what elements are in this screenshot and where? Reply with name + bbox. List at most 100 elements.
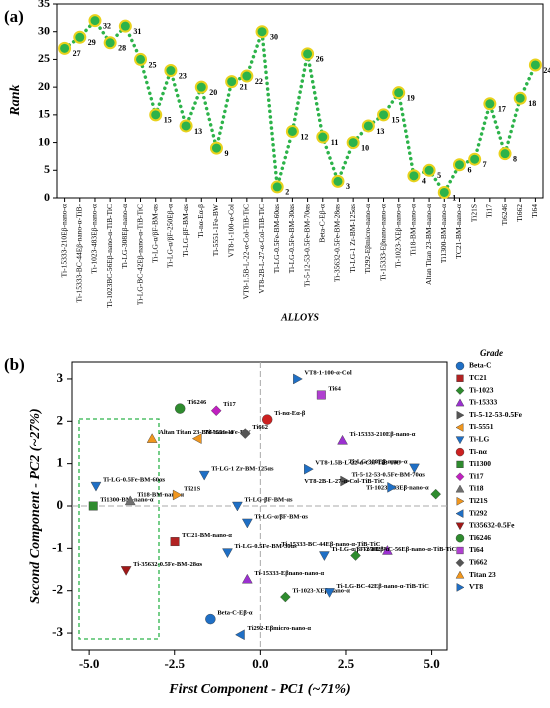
data-point — [232, 501, 243, 512]
point-label: Ti-35632-0.5Fe-BM-28αs — [133, 561, 203, 568]
data-label: 29 — [88, 38, 96, 47]
point-label: TC21-BM-nano-α — [182, 532, 232, 539]
data-point — [179, 119, 193, 133]
x-tick-label: Ti662 — [515, 204, 524, 222]
data-label: 15 — [164, 116, 172, 125]
legend-marker — [455, 386, 465, 395]
data-point — [483, 97, 497, 111]
x-tick-label: Ti6246 — [500, 204, 509, 226]
data-label: 3 — [346, 182, 350, 191]
legend-label: Ti-15333 — [469, 398, 497, 407]
x-tick-label: Ti64 — [530, 204, 539, 218]
data-point — [304, 463, 314, 475]
data-point — [205, 613, 216, 625]
point-label: Ti292-Eβmicro-nano-α — [247, 625, 311, 632]
point-label: Beta-C-Eβ-α — [217, 610, 253, 617]
data-label: 13 — [194, 127, 202, 136]
data-point — [146, 433, 158, 443]
data-point — [270, 180, 284, 194]
legend-marker — [455, 522, 465, 531]
y-tick-label: -1 — [52, 539, 63, 554]
legend-marker — [455, 398, 465, 407]
legend-label: Beta-C — [469, 361, 492, 370]
legend-label: Ti6246 — [469, 533, 491, 542]
x-tick-label: Ti-LG-0.5Fe-BM-60αs — [272, 204, 281, 273]
data-label: 11 — [331, 138, 339, 147]
data-point — [324, 588, 335, 598]
legend-marker — [455, 509, 464, 518]
data-label: 25 — [149, 60, 157, 69]
data-label: 24 — [543, 66, 550, 75]
legend-marker — [456, 583, 465, 592]
data-point — [210, 405, 222, 416]
data-label: 5 — [437, 171, 441, 180]
y-tick-label: 1 — [57, 455, 64, 470]
data-label: 31 — [133, 27, 141, 36]
point-label: Ti-LG-308Eβ-nano-α — [349, 458, 408, 465]
data-point — [498, 147, 512, 161]
legend-label: Ti292 — [469, 508, 487, 517]
legend-marker — [456, 496, 465, 506]
data-point — [340, 475, 351, 487]
data-label: 28 — [118, 44, 126, 53]
point-label: Ti6246 — [187, 399, 207, 406]
point-label: Ti-5551-1Fe-BW — [204, 429, 251, 436]
data-point — [225, 75, 239, 89]
legend-label: Ti-LG — [469, 435, 489, 444]
x-tick-label: Ti-35632-0.5Fe-BM-28αs — [333, 204, 342, 282]
y-tick-label: -2 — [52, 582, 63, 597]
y-tick-label: 0 — [57, 497, 64, 512]
legend-title: Grade — [480, 348, 503, 358]
data-point — [387, 482, 397, 493]
x-tick-label: VT8-1.5B-L-22-α-Col-TiB-TiC — [242, 204, 251, 299]
data-point — [382, 545, 393, 555]
legend-label: Ti1300 — [469, 459, 491, 468]
data-label: 15 — [392, 116, 400, 125]
data-point — [452, 158, 466, 172]
x-tick-label: Ti-nα-Eα-β — [196, 204, 205, 238]
point-label: Ti64 — [328, 386, 341, 393]
point-label: Ti-5-12-53-0.5Fe-BM-70αs — [352, 471, 426, 478]
x-tick-label: 5.0 — [423, 656, 439, 671]
data-label: 12 — [300, 132, 308, 141]
legend-label: Ti17 — [469, 471, 484, 480]
point-label: Ti662 — [252, 424, 268, 431]
data-point — [58, 41, 72, 55]
point-label: Ti21S — [184, 485, 201, 492]
legend-label: VT8 — [469, 582, 483, 591]
data-point — [170, 537, 180, 547]
data-label: 27 — [73, 49, 81, 58]
x-tick-label: Ti-5-12-53-0.5Fe-BM-70αs — [302, 204, 311, 287]
data-point — [73, 30, 87, 44]
data-point — [222, 548, 233, 558]
data-point — [346, 136, 360, 150]
x-tick-label: Ti-1023-483Eβ-nano-α — [90, 204, 99, 274]
data-point — [172, 489, 183, 501]
data-point — [88, 14, 102, 28]
data-point — [430, 488, 441, 500]
data-point — [350, 550, 361, 561]
legend-label: Ti64 — [469, 545, 484, 554]
data-point — [513, 91, 527, 105]
data-label: 7 — [483, 160, 487, 169]
y-tick-label: 10 — [38, 134, 50, 148]
legend-label: Ti-5551 — [469, 422, 494, 431]
point-label: Ti-15333-Eβnano-nano-α — [254, 570, 324, 577]
point-label: Ti-15333-BC-44Eβ-nano-α-TiB-TiC — [281, 541, 380, 548]
x-tick-label: TC21-BM-nano-α — [454, 204, 463, 259]
x-tick-label: Ti-15333-Eβnano-nano-α — [378, 204, 387, 281]
point-label: Ti-LG-α/βF-250Eβ-α — [331, 546, 389, 553]
x-tick-label: Ti-LG-308Eβ-nano-α — [120, 204, 129, 269]
data-point — [331, 174, 345, 188]
x-tick-label: 0.0 — [252, 656, 268, 671]
point-label: Ti1300-BM-nano-α — [100, 496, 154, 503]
data-point — [90, 481, 102, 492]
data-point — [316, 130, 330, 144]
legend-marker — [455, 472, 465, 481]
data-label: 32 — [103, 21, 111, 30]
data-point — [242, 573, 253, 584]
y-tick-label: 3 — [57, 370, 64, 385]
x-tick-label: Ti-1023-XEβ-nano-α — [393, 204, 402, 268]
data-label: 23 — [179, 71, 187, 80]
y-tick-label: -3 — [52, 624, 63, 639]
